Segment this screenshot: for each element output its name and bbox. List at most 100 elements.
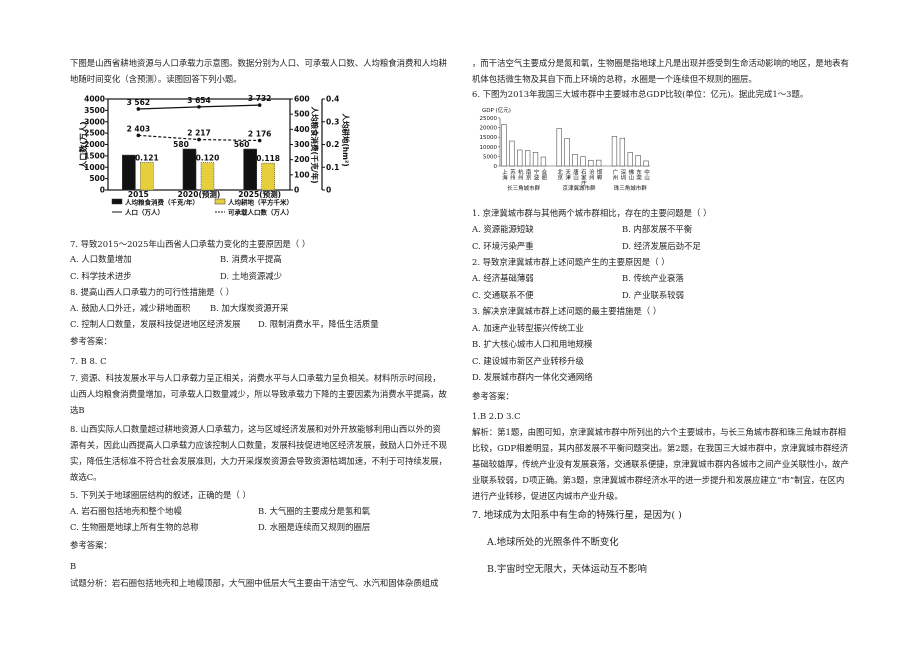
option-row: C. 科学技术进步 D. 土地资源减少 — [70, 268, 448, 284]
data-label: 2 217 — [187, 129, 211, 138]
tick-label: 500 — [294, 110, 310, 119]
option-row: C. 环境污染严重 D. 经济发展后劲不足 — [472, 238, 852, 254]
bar — [243, 148, 257, 191]
category-label: 合肥 — [540, 168, 547, 182]
tick-label: 15000 — [480, 135, 498, 141]
tick-label: 0 — [494, 164, 498, 170]
bar — [540, 156, 547, 167]
option: D. 产业联系较弱 — [622, 290, 684, 300]
bar — [261, 162, 275, 191]
point — [257, 138, 262, 143]
category-label: 苏州 — [509, 168, 516, 181]
option: B. 传统产业衰落 — [622, 273, 684, 283]
data-label: 2 403 — [127, 124, 151, 133]
category-label: 中山 — [643, 168, 650, 182]
option: D. 水圈是连续而又规则的圈层 — [258, 522, 371, 532]
tick-label: 400 — [294, 125, 310, 134]
tick-label: 3500 — [84, 106, 105, 115]
bar — [517, 149, 523, 167]
tick-label: 4000 — [84, 95, 105, 104]
paragraph: 7. 导致2015～2025年山西省人口承载力变化的主要原因是（ ） — [70, 239, 311, 249]
paragraph: 参考答案： — [70, 540, 112, 550]
paragraph: B.宇宙时空无限大，天体运动互不影响 — [487, 564, 647, 575]
data-label: 3 562 — [127, 98, 151, 107]
option: D. 经济发展后劲不足 — [622, 241, 701, 251]
point — [197, 105, 201, 109]
tick-label: 3000 — [84, 117, 105, 126]
category-label: 北京 — [556, 168, 563, 182]
data-label: 0.120 — [196, 154, 220, 163]
tick-label: 5000 — [483, 154, 497, 160]
category-label: 广州 — [611, 168, 618, 181]
category-label: 石家庄 — [580, 169, 587, 187]
tick-label: 2000 — [84, 140, 105, 149]
paragraph: 3. 解决京津冀城市群上述问题的最主要措施是（ ） — [472, 306, 662, 316]
paragraph: A. 加速产业转型振兴传统工业 — [472, 323, 584, 333]
option: A. 人口数量增加 — [70, 254, 132, 264]
intro: ，而干洁空气主要成分是氮和氧，生物圈是指地球上凡是出现并感受到生命活动影响的地区… — [472, 58, 849, 84]
paragraph: 7. 地球成为太阳系中有生命的特殊行星，是因为( ) — [472, 510, 682, 521]
option: B. 加大煤炭资源开采 — [210, 303, 289, 313]
bar — [556, 128, 562, 167]
paragraph: 7. 资源、科技发展水平与人口承载力呈正相关，消费水平与人口承载力呈负相关。材料… — [70, 373, 447, 415]
option: A. 资源能源短缺 — [472, 224, 534, 234]
option: C. 环境污染严重 — [472, 241, 534, 251]
bar — [122, 154, 136, 191]
category-label: 天津 — [564, 169, 571, 182]
x-tick-label: 2020(预测) — [178, 189, 221, 199]
option: B. 大气圈的主要成分是氢和氧 — [258, 506, 370, 516]
option: C. 科学技术进步 — [70, 271, 132, 281]
paragraph: 参考答案： — [70, 336, 112, 346]
option-row: A. 资源能源短缺 B. 内部发展不平衡 — [472, 221, 852, 237]
axis-label: 人均粮食消费(千克/年) — [310, 106, 320, 183]
option: B. 消费水平提高 — [220, 254, 282, 264]
bar — [611, 136, 618, 167]
category-label: 东莞 — [635, 168, 642, 182]
annotation: 560 — [234, 140, 250, 149]
bar — [509, 140, 515, 167]
option-row: C. 控制人口数量，发展科技促进地区经济发展 D. 限制消费水平，降低生活质量 — [70, 316, 448, 332]
option-row: A. 鼓励人口外迁，减少耕地面积 B. 加大煤炭资源开采 — [70, 300, 448, 316]
group-label: 珠三角城市群 — [614, 184, 648, 192]
category-label: 南京 — [525, 168, 532, 182]
option-row: A. 人口数量增加 B. 消费水平提高 — [70, 251, 448, 267]
category-label: 唐山 — [572, 168, 579, 182]
tick-label: 500 — [89, 174, 105, 183]
bar — [501, 124, 507, 167]
option: C. 控制人口数量，发展科技促进地区经济发展 — [70, 319, 241, 329]
data-label: 2 176 — [248, 129, 272, 138]
bar — [627, 152, 633, 167]
paragraph: B. 扩大核心城市人口和用地规模 — [472, 339, 593, 349]
category-label: 上海 — [501, 168, 508, 182]
bar — [643, 160, 649, 167]
tick-label: 0.4 — [326, 95, 339, 104]
bar — [140, 162, 154, 191]
bar — [525, 150, 531, 167]
tick-label: 0 — [100, 186, 105, 195]
point — [136, 133, 141, 138]
tick-label: 25000 — [480, 116, 498, 122]
option: A. 岩石圈包括地壳和整个地幔 — [70, 506, 182, 516]
legend-label: 人口（万人） — [125, 208, 164, 217]
option: D. 限制消费水平，降低生活质量 — [258, 319, 379, 329]
group-label: 京津冀城市群 — [562, 184, 596, 192]
paragraph: 参考答案： — [472, 391, 514, 401]
tick-label: 2500 — [84, 129, 105, 138]
paragraph: 1.B 2.D 3.C — [472, 411, 521, 421]
paragraph: B — [70, 561, 77, 571]
category-label: 深圳 — [619, 168, 626, 182]
axis-label: GDP (亿元) — [482, 106, 511, 114]
data-label: 3 654 — [187, 96, 211, 105]
bar — [532, 152, 539, 167]
option-row: A. 岩石圈包括地壳和整个地幔 B. 大气圈的主要成分是氢和氧 — [70, 503, 448, 519]
x-tick-label: 2025(预测) — [238, 189, 281, 199]
option-row: A. 经济基础薄弱 B. 传统产业衰落 — [472, 270, 852, 286]
group-label: 长三角城市群 — [507, 184, 541, 192]
tick-label: 0.3 — [326, 117, 339, 126]
category-label: 邯郸 — [596, 168, 603, 182]
option: D. 土地资源减少 — [220, 271, 282, 281]
legend-label: 人均耕地（平方千米） — [228, 198, 293, 207]
paragraph: A.地球所处的光照条件不断变化 — [487, 537, 619, 548]
tick-label: 100 — [294, 170, 310, 179]
